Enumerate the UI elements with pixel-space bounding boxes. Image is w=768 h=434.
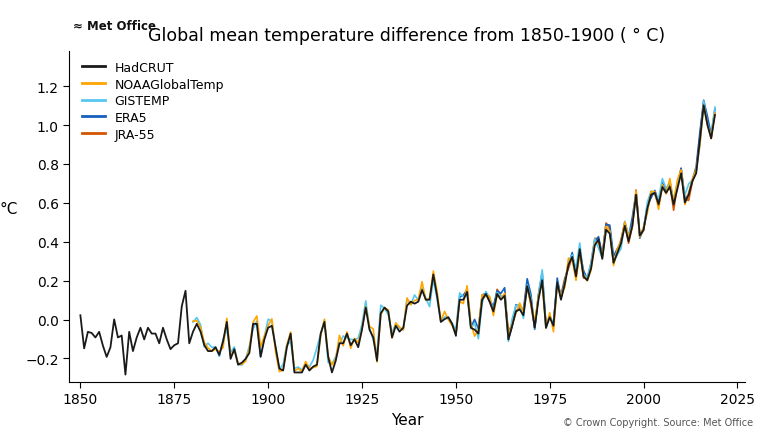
Legend: HadCRUT, NOAAGlobalTemp, GISTEMP, ERA5, JRA-55: HadCRUT, NOAAGlobalTemp, GISTEMP, ERA5, … <box>82 62 224 141</box>
Y-axis label: °C: °C <box>0 202 18 217</box>
Text: © Crown Copyright. Source: Met Office: © Crown Copyright. Source: Met Office <box>562 418 753 427</box>
Title: Global mean temperature difference from 1850-1900 ( ° C): Global mean temperature difference from … <box>148 27 666 45</box>
Text: ≈ Met Office: ≈ Met Office <box>73 20 156 33</box>
X-axis label: Year: Year <box>391 412 423 427</box>
